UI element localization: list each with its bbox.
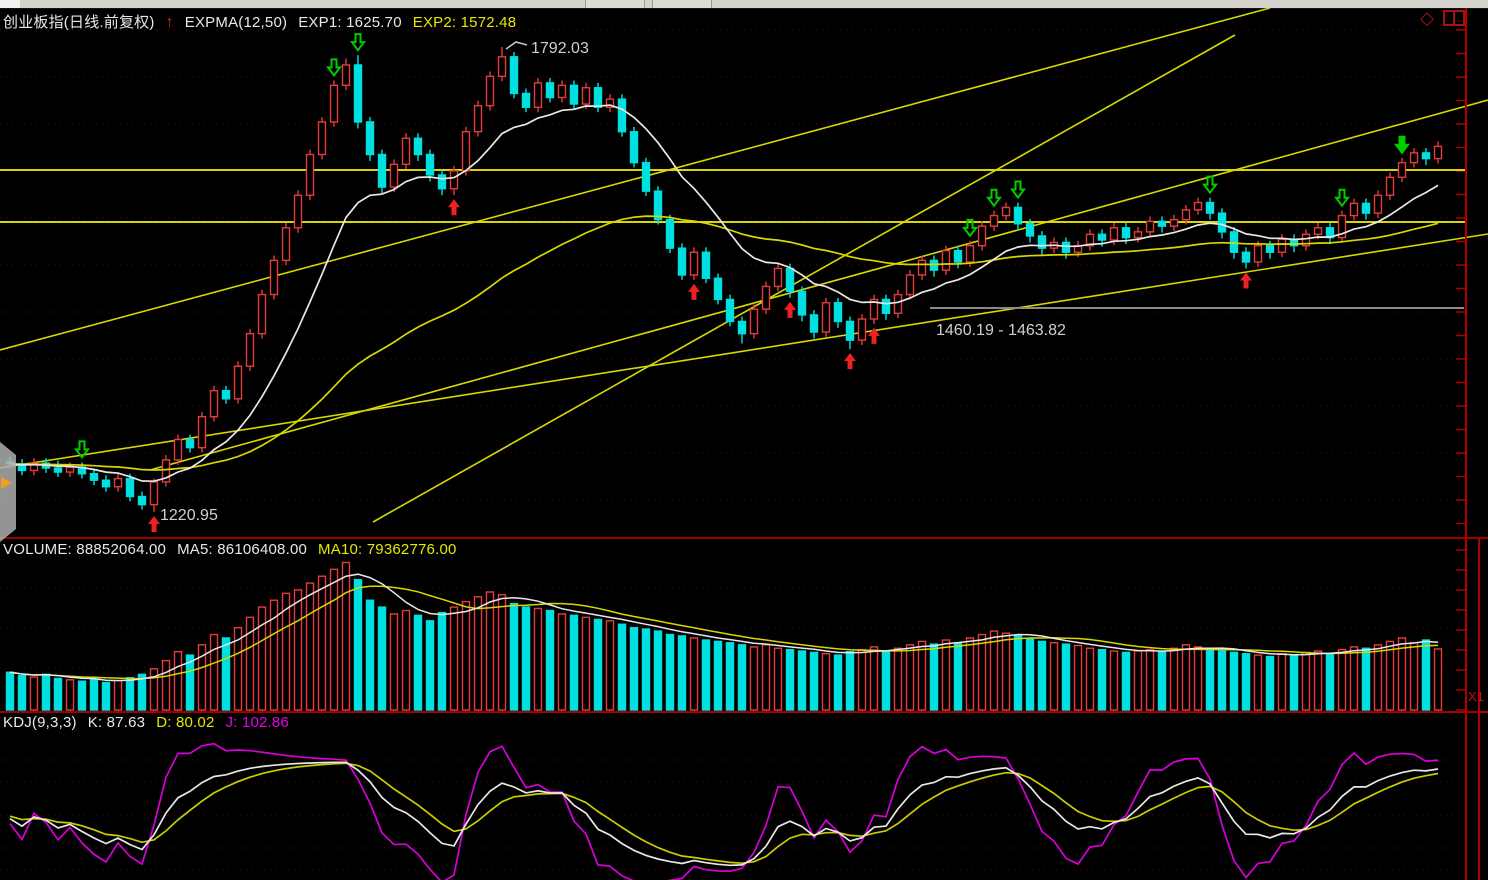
toolbar-edge bbox=[0, 0, 20, 8]
kdj-k-value: K: 87.63 bbox=[87, 714, 146, 731]
volume-value: VOLUME: 88852064.00 bbox=[3, 541, 167, 558]
toolbar-button[interactable] bbox=[585, 0, 645, 8]
window-panes-icon[interactable] bbox=[1442, 10, 1465, 26]
volume-header: VOLUME: 88852064.00 MA5: 86106408.00 MA10:… bbox=[3, 541, 468, 558]
volume-scale-label: X1 bbox=[1468, 689, 1484, 704]
svg-text:1792.03: 1792.03 bbox=[531, 40, 589, 57]
indicator-name[interactable]: EXPMA(12,50) bbox=[184, 14, 288, 31]
lower-pane-axis-line bbox=[1478, 537, 1480, 880]
pane-separator bbox=[0, 711, 1488, 713]
kdj-header: KDJ(9,3,3) K: 87.63 D: 80.02 J: 102.86 bbox=[3, 714, 300, 731]
kdj-indicator-name[interactable]: KDJ(9,3,3) bbox=[3, 714, 77, 731]
exp2-value: EXP2: 1572.48 bbox=[412, 14, 517, 31]
scroll-left-arrow[interactable] bbox=[0, 442, 16, 542]
svg-text:1220.95: 1220.95 bbox=[160, 507, 218, 524]
volume-ma10-value: MA10: 79362776.00 bbox=[318, 541, 457, 558]
kdj-d-value: D: 80.02 bbox=[156, 714, 215, 731]
pane-separator bbox=[0, 537, 1488, 539]
exp1-value: EXP1: 1625.70 bbox=[298, 14, 402, 31]
corner-controls: ◇ bbox=[1420, 8, 1465, 28]
signal-up-arrow-icon: ↑ bbox=[165, 14, 174, 31]
toolbar-strip bbox=[0, 0, 1488, 9]
main-chart-header: 创业板指(日线.前复权) ↑ EXPMA(12,50) EXP1: 1625.70 EX… bbox=[3, 11, 527, 32]
diamond-icon[interactable]: ◇ bbox=[1420, 8, 1434, 28]
toolbar-button[interactable] bbox=[652, 0, 712, 8]
left-edge-marker-icon bbox=[1, 477, 12, 489]
kdj-j-value: J: 102.86 bbox=[225, 714, 290, 731]
price-axis-line bbox=[1465, 8, 1467, 880]
volume-chart-canvas[interactable] bbox=[0, 540, 1488, 711]
volume-ma5-value: MA5: 86106408.00 bbox=[177, 541, 308, 558]
price-chart-canvas[interactable]: 1792.03 1220.95 1460.19 - 1463.82 bbox=[0, 8, 1488, 538]
instrument-title: 创业板指(日线.前复权) bbox=[3, 14, 155, 31]
kdj-chart-canvas[interactable] bbox=[0, 713, 1488, 880]
svg-text:1460.19 - 1463.82: 1460.19 - 1463.82 bbox=[936, 322, 1066, 339]
